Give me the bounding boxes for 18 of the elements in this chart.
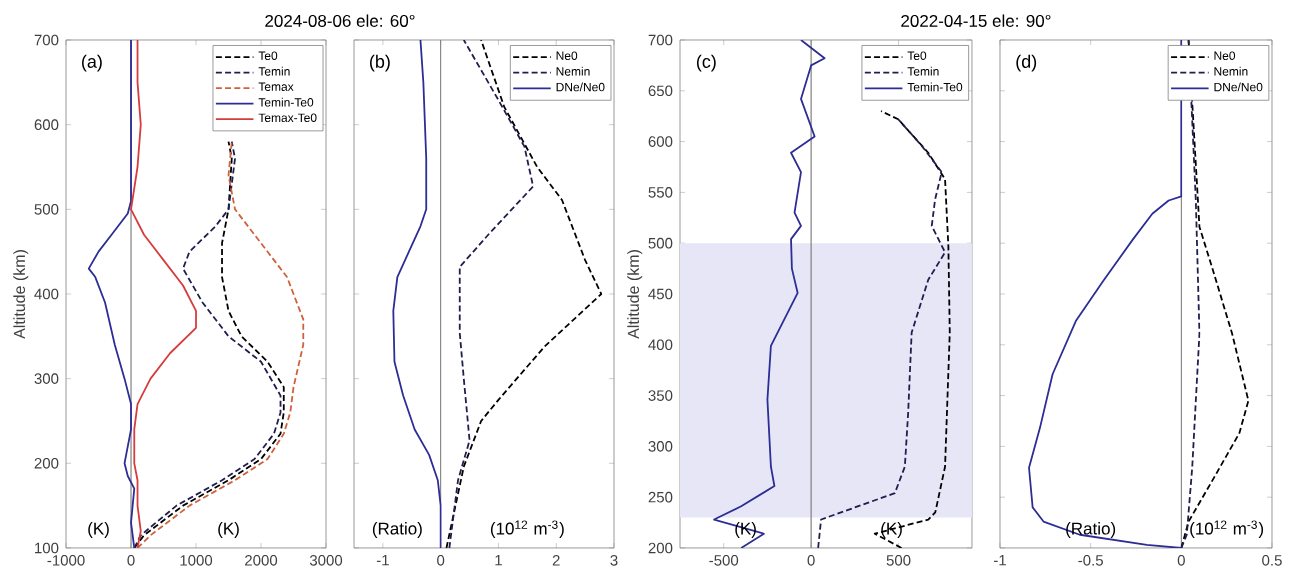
line-series <box>873 110 951 548</box>
annotation: (10$^{12}$ m$^{-3}$) <box>490 520 564 538</box>
annotation: (b) <box>370 54 390 72</box>
y-axis-title: Altitude (km) <box>627 250 643 339</box>
annotation: (c) <box>696 54 716 72</box>
line-series <box>130 40 197 548</box>
annotation: (d) <box>1016 54 1037 72</box>
annotation: (Ratio) <box>372 522 422 538</box>
chart-title: 2024-08-06 ele: 60° <box>265 14 415 27</box>
chart-title: 2022-04-15 ele: 90° <box>901 14 1051 27</box>
line-series <box>713 39 826 548</box>
annotation: (a) <box>82 54 102 72</box>
annotation: (K) <box>88 522 109 538</box>
annotation: (Ratio) <box>1066 522 1116 538</box>
annotation: (K) <box>218 522 239 538</box>
line-series <box>817 118 946 548</box>
y-axis-title: Altitude (km) <box>13 250 29 339</box>
annotation: (10$^{12}$ m$^{-3}$) <box>1190 520 1264 538</box>
